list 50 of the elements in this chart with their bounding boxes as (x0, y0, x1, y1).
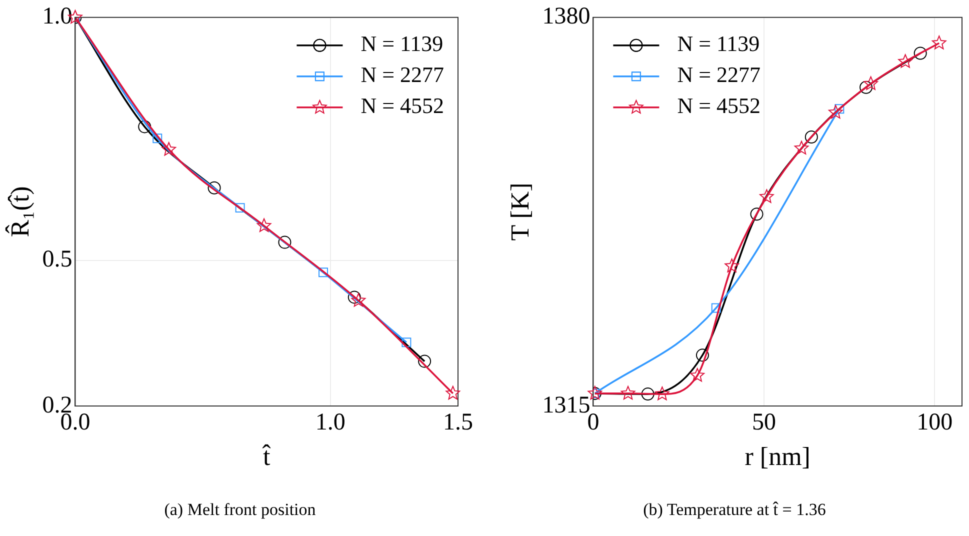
point (898, 54, 912, 68)
point (138, 120, 152, 134)
legend-label: N = 1139 (360, 31, 444, 56)
point (402, 338, 412, 348)
point (750, 208, 764, 221)
text: (b) Temperature at t̂ = 1.36 (642, 500, 827, 520)
point (655, 386, 670, 400)
point (932, 36, 946, 50)
point (760, 189, 774, 203)
x-tick-label: 100 (916, 410, 953, 436)
point (620, 386, 636, 400)
point (711, 303, 721, 313)
point (208, 181, 221, 194)
point (235, 203, 245, 213)
y-tick-label: 0.5 (42, 246, 72, 273)
point (446, 386, 460, 400)
x-tick-label: 1.0 (315, 410, 346, 436)
legend-label: N = 1139 (677, 31, 760, 56)
point (318, 268, 328, 278)
x-axis-title: t̂ (261, 442, 272, 472)
point (256, 218, 272, 232)
legend-label: N = 4552 (677, 93, 760, 118)
point (724, 258, 739, 272)
point (696, 348, 709, 362)
point (864, 76, 878, 90)
point (588, 386, 602, 400)
legend-label: N = 2277 (360, 62, 444, 88)
point (828, 104, 843, 119)
y-tick-label: 1.0 (42, 4, 72, 30)
point (804, 130, 818, 144)
point (162, 142, 176, 156)
point (152, 134, 162, 144)
y-axis-title: T [K] (505, 182, 534, 241)
legend-label: N = 2277 (677, 62, 760, 88)
point (794, 140, 809, 154)
x-axis-title: r [nm] (744, 442, 810, 472)
point (418, 354, 432, 368)
point (348, 290, 361, 304)
text: (a) Melt front position (163, 500, 317, 520)
point (278, 236, 292, 249)
x-tick-label: 1.5 (443, 410, 473, 436)
x-tick-label: 50 (752, 410, 776, 436)
point (641, 388, 654, 401)
point (351, 293, 366, 307)
point (690, 368, 705, 382)
y-tick-label: 1380 (542, 4, 590, 30)
y-axis-title: R̂₁(t̂) (4, 186, 34, 238)
point (860, 80, 873, 94)
point (914, 46, 927, 60)
legend-label: N = 4552 (360, 93, 444, 118)
